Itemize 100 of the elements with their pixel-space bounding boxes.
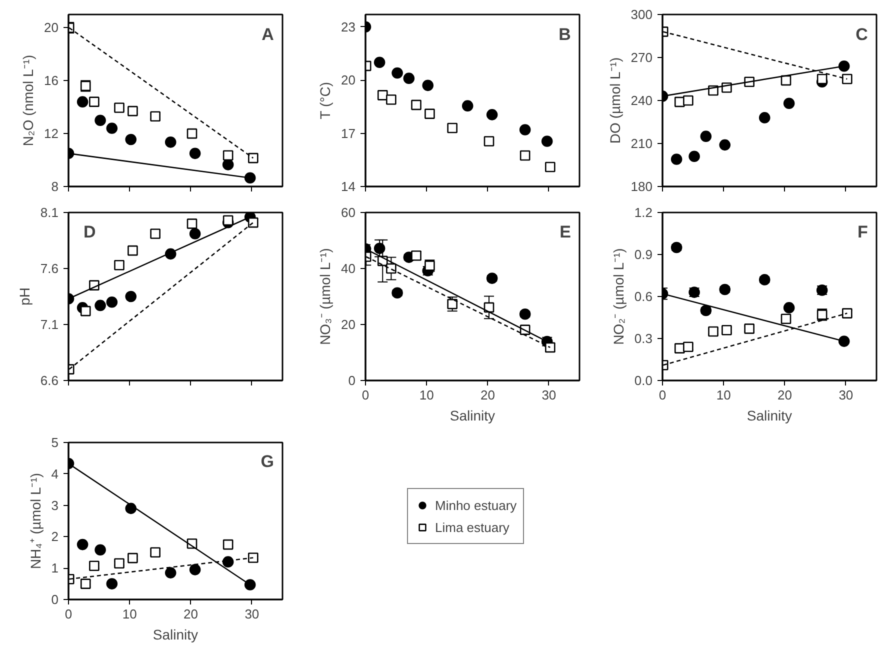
point (838, 60, 850, 72)
y-tick-label: 20 (341, 72, 356, 88)
point (150, 111, 160, 122)
point (838, 336, 850, 347)
point (150, 228, 160, 239)
point (222, 150, 234, 161)
y-tick-label: 60 (341, 205, 356, 220)
point (708, 326, 718, 337)
y-tick-label: 16 (44, 73, 59, 88)
point (248, 217, 258, 228)
y-tick-label: 7.1 (40, 317, 59, 332)
y-tick-label: 20 (44, 20, 59, 36)
x-tick-label: 20 (480, 388, 496, 402)
point (89, 96, 100, 107)
point (719, 139, 731, 151)
y-tick-label: 0.3 (634, 331, 653, 346)
point (842, 308, 852, 318)
x-tick-label: 30 (838, 388, 854, 402)
point (128, 106, 138, 116)
y-axis-title: NO₂⁻ (µmol L⁻¹) (610, 248, 626, 345)
x-axis-title: Salinity (746, 408, 792, 424)
y-axis-title: DO (µmol L⁻¹) (606, 57, 623, 144)
y-tick-label: 23 (341, 19, 356, 34)
point (128, 552, 138, 564)
point (816, 74, 828, 84)
x-tick-label: 10 (716, 388, 731, 402)
y-tick-label: 270 (630, 50, 653, 65)
y-tick-label: 0.9 (634, 247, 653, 262)
y-tick-label: 20 (341, 317, 356, 332)
point (89, 560, 100, 572)
point (244, 172, 256, 184)
point (374, 242, 386, 254)
point (486, 109, 498, 120)
point (189, 564, 201, 576)
point (125, 134, 137, 146)
point (403, 72, 415, 84)
y-tick-label: 0 (348, 373, 356, 388)
y-axis-title: N₂O (nmol L⁻¹) (20, 54, 36, 146)
x-tick-label: 10 (419, 388, 434, 402)
point (114, 558, 124, 569)
point (758, 112, 770, 124)
y-tick-label: 5 (51, 435, 59, 450)
point (670, 242, 682, 254)
point (80, 306, 91, 316)
point (189, 228, 201, 240)
point (164, 136, 176, 148)
point (422, 80, 434, 92)
point (125, 290, 137, 302)
annotation: C (856, 24, 868, 44)
point (222, 539, 234, 550)
y-tick-label: 3 (51, 498, 59, 513)
x-axis-title: Salinity (450, 408, 496, 424)
y-tick-label: 1 (51, 560, 59, 576)
point (80, 578, 91, 589)
point (700, 304, 712, 316)
point (114, 260, 124, 270)
x-axis-title: Salinity (152, 626, 198, 642)
annotation: B (558, 24, 571, 44)
y-tick-label: 0.6 (634, 289, 653, 304)
point (688, 150, 700, 162)
y-tick-label: 2 (51, 529, 59, 544)
point (783, 302, 795, 314)
x-tick-label: 30 (244, 606, 260, 622)
x-tick-label: 20 (778, 388, 792, 402)
point (186, 128, 198, 139)
y-tick-label: 14 (341, 179, 356, 194)
y-tick-label: 12 (44, 126, 59, 142)
point (462, 100, 474, 112)
annotation: A (262, 24, 274, 44)
point (758, 274, 770, 286)
x-tick-label: 0 (362, 388, 370, 402)
point (783, 98, 795, 110)
y-axis-title: NH₄⁺ (µmol L⁻¹) (27, 472, 44, 570)
point (125, 502, 137, 514)
point (484, 136, 494, 146)
point (683, 342, 694, 352)
legend-label: Lima estuary (435, 520, 510, 534)
point (222, 159, 234, 170)
x-tick-label: 10 (122, 606, 137, 622)
point (94, 114, 106, 126)
point (392, 287, 403, 298)
point (447, 298, 458, 310)
point (519, 308, 531, 320)
point (186, 218, 198, 229)
y-tick-label: 8.1 (40, 205, 59, 220)
point (670, 154, 682, 165)
point (106, 122, 118, 134)
y-tick-label: 4 (51, 466, 59, 482)
y-tick-label: 40 (341, 261, 356, 276)
point (683, 95, 694, 106)
y-tick-label: 7.6 (40, 261, 59, 276)
point (164, 567, 176, 578)
point (842, 74, 852, 84)
point (374, 56, 386, 68)
point (76, 538, 88, 550)
point (76, 96, 88, 108)
y-tick-label: 6.6 (40, 373, 59, 388)
point (94, 300, 106, 312)
y-tick-label: 240 (630, 93, 653, 108)
point (222, 556, 234, 568)
